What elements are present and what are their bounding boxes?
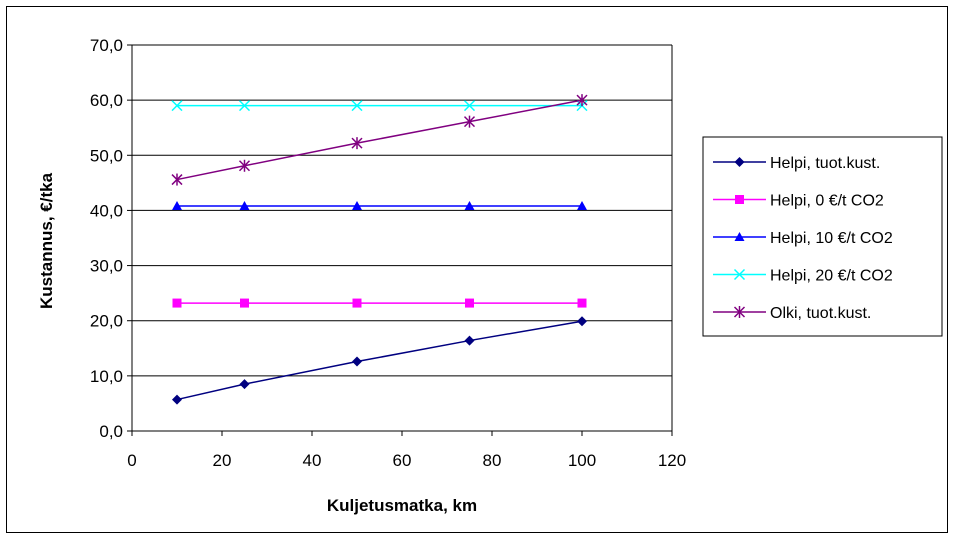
legend-label: Olki, tuot.kust. [770, 305, 871, 322]
plot-area [131, 45, 673, 432]
legend-label: Helpi, 20 €/t CO2 [770, 268, 893, 285]
data-point-marker [172, 394, 182, 405]
legend: Helpi, tuot.kust. Helpi, 0 €/t CO2 Helpi, … [702, 136, 943, 337]
data-point-marker [577, 316, 587, 327]
marker-stroke [733, 268, 746, 281]
data-point-marker [734, 232, 745, 241]
data-point-marker [464, 335, 475, 346]
y-tick-label: 70,0 [90, 36, 123, 55]
x-tick-label: 80 [483, 451, 502, 470]
data-point-marker [352, 298, 362, 308]
data-point-marker [351, 100, 363, 112]
legend-label: Helpi, tuot.kust. [770, 155, 880, 172]
data-point-marker [577, 298, 587, 308]
data-point-marker [352, 356, 362, 367]
data-point-marker [463, 115, 476, 128]
data-point-marker [172, 201, 182, 211]
x-tick-label: 100 [568, 451, 596, 470]
data-point-marker [172, 298, 182, 308]
y-tick-label: 0,0 [99, 422, 123, 441]
data-point-marker [240, 298, 249, 308]
marker-stroke [171, 100, 183, 112]
data-point-marker [352, 201, 362, 211]
data-point-marker [735, 195, 744, 204]
x-tick-label: 120 [658, 451, 686, 470]
data-point-marker [464, 201, 475, 211]
data-point-marker [577, 201, 587, 211]
data-point-marker [239, 201, 250, 211]
x-axis-ticks: 0 20 40 60 80 100 120 [127, 431, 686, 470]
data-point-marker [171, 173, 183, 186]
marker-stroke [463, 100, 476, 112]
marker-stroke [238, 100, 251, 112]
y-axis-ticks: 0,0 10,0 20,0 30,0 40,0 50,0 60,0 70,0 [90, 36, 132, 441]
x-tick-label: 60 [393, 451, 412, 470]
x-tick-label: 0 [127, 451, 136, 470]
x-tick-label: 20 [213, 451, 232, 470]
data-point-marker [351, 137, 363, 150]
data-point-marker [171, 100, 183, 112]
data-point-marker [238, 100, 251, 112]
y-tick-label: 30,0 [90, 257, 123, 276]
data-point-marker [239, 379, 250, 390]
data-point-marker [734, 157, 745, 167]
x-axis-title: Kuljetusmatka, km [327, 496, 477, 515]
x-tick-label: 40 [303, 451, 322, 470]
series-line [176, 320, 583, 401]
y-tick-label: 20,0 [90, 312, 123, 331]
data-point-marker [465, 298, 474, 308]
data-point-marker [733, 306, 746, 318]
y-axis-title: Kustannus, €/tka [37, 172, 56, 309]
series-line [176, 99, 583, 181]
gridlines [132, 44, 672, 377]
data-point-marker [576, 94, 588, 107]
data-point-marker [463, 100, 476, 112]
legend-label: Helpi, 10 €/t CO2 [770, 230, 893, 247]
marker-stroke [351, 100, 363, 112]
y-tick-label: 10,0 [90, 367, 123, 386]
legend-label: Helpi, 0 €/t CO2 [770, 193, 884, 210]
y-tick-label: 50,0 [90, 146, 123, 165]
data-point-marker [238, 159, 251, 172]
y-tick-label: 60,0 [90, 91, 123, 110]
series-group [171, 94, 588, 405]
y-tick-label: 40,0 [90, 201, 123, 220]
data-point-marker [733, 268, 746, 281]
